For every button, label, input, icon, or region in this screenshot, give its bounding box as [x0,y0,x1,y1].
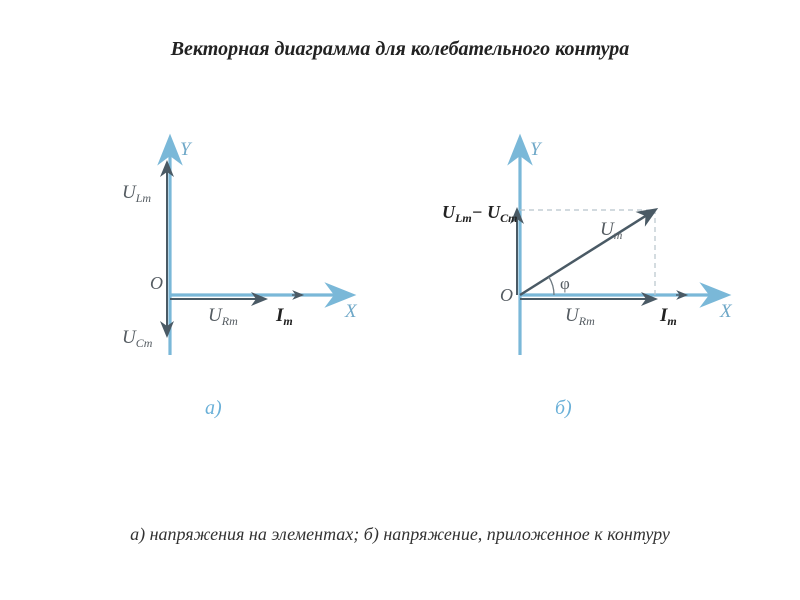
diagram-b: Y X O ULm− UCm Um URm Im φ [430,120,750,405]
y-axis-label: Y [180,139,193,160]
urm-label: URm [208,305,238,328]
page-title: Векторная диаграмма для колебательного к… [0,38,800,61]
y-axis-label: Y [530,139,543,160]
diagram-a: Y X O ULm UCm URm Im [70,120,370,405]
sublabel-a: а) [205,397,222,420]
sublabel-b: б) [555,397,572,420]
origin-label: O [500,285,513,305]
vec-um [520,210,655,295]
caption: а) напряжения на элементах; б) напряжени… [0,524,800,545]
im-label: Im [659,305,677,328]
ucm-label: UCm [122,327,153,350]
phi-arc [549,277,554,295]
phi-label: φ [560,274,570,293]
x-axis-label: X [719,301,733,322]
um-label: Um [600,219,623,242]
im-label: Im [275,305,293,328]
diff-label: ULm− UCm [442,202,517,225]
ulm-label: ULm [122,182,151,205]
urm-label: URm [565,305,595,328]
x-axis-label: X [344,301,358,322]
origin-label: O [150,273,163,293]
